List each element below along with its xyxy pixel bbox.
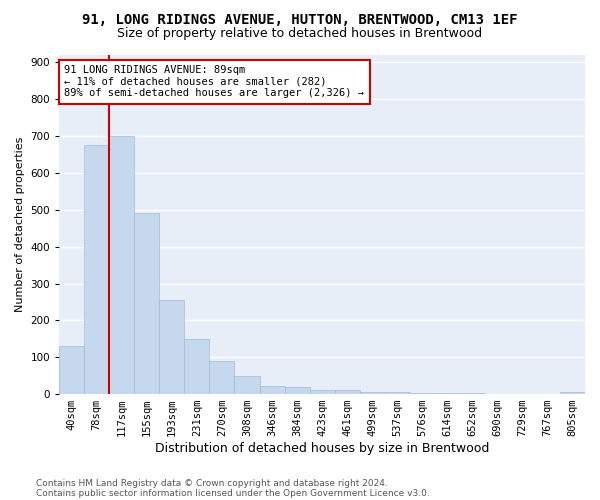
Bar — [385, 392, 410, 394]
Bar — [410, 393, 435, 394]
Text: 91, LONG RIDINGS AVENUE, HUTTON, BRENTWOOD, CM13 1EF: 91, LONG RIDINGS AVENUE, HUTTON, BRENTWO… — [82, 12, 518, 26]
Y-axis label: Number of detached properties: Number of detached properties — [15, 137, 25, 312]
X-axis label: Distribution of detached houses by size in Brentwood: Distribution of detached houses by size … — [155, 442, 489, 455]
Text: Contains public sector information licensed under the Open Government Licence v3: Contains public sector information licen… — [36, 488, 430, 498]
Bar — [209, 361, 235, 394]
Bar — [84, 146, 109, 394]
Bar — [134, 214, 160, 394]
Text: 91 LONG RIDINGS AVENUE: 89sqm
← 11% of detached houses are smaller (282)
89% of : 91 LONG RIDINGS AVENUE: 89sqm ← 11% of d… — [64, 65, 364, 98]
Bar — [284, 388, 310, 394]
Bar — [335, 390, 359, 394]
Bar — [160, 300, 184, 394]
Text: Contains HM Land Registry data © Crown copyright and database right 2024.: Contains HM Land Registry data © Crown c… — [36, 478, 388, 488]
Bar — [359, 392, 385, 394]
Bar — [260, 386, 284, 394]
Text: Size of property relative to detached houses in Brentwood: Size of property relative to detached ho… — [118, 28, 482, 40]
Bar — [109, 136, 134, 394]
Bar — [310, 390, 335, 394]
Bar — [560, 392, 585, 394]
Bar — [59, 346, 84, 394]
Bar — [235, 376, 260, 394]
Bar — [184, 339, 209, 394]
